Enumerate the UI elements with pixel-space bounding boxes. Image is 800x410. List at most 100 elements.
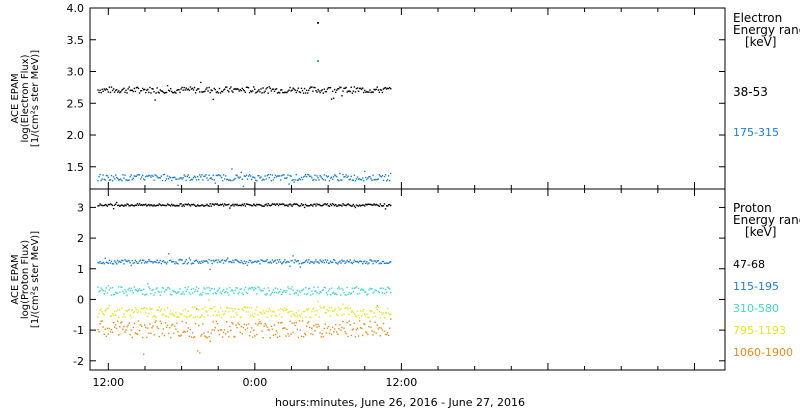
data-point <box>117 259 119 262</box>
data-point <box>118 179 120 181</box>
time-axis: 12:00 0:00 12:00 <box>92 376 417 389</box>
data-point <box>266 174 268 177</box>
data-point <box>126 260 128 263</box>
data-point <box>286 328 288 331</box>
data-point <box>140 262 143 264</box>
data-point <box>126 92 128 94</box>
data-point <box>363 323 365 325</box>
data-point <box>258 260 260 263</box>
data-point <box>277 175 280 177</box>
data-point <box>354 91 357 93</box>
data-point <box>314 261 316 263</box>
data-point <box>390 172 392 175</box>
data-point <box>232 323 234 325</box>
data-point <box>150 332 152 334</box>
data-point <box>169 177 172 179</box>
data-point <box>234 203 236 206</box>
data-point <box>246 292 249 295</box>
data-point <box>172 261 174 263</box>
data-point <box>111 331 114 334</box>
data-point <box>130 264 132 267</box>
data-point <box>286 261 288 263</box>
data-point <box>310 333 312 335</box>
data-point <box>265 324 267 326</box>
data-point <box>387 204 390 206</box>
data-point <box>373 203 375 205</box>
data-point <box>354 315 357 317</box>
data-point <box>382 287 385 290</box>
data-point <box>329 315 332 317</box>
data-point <box>331 326 334 328</box>
data-point <box>327 175 330 177</box>
data-point <box>149 205 151 207</box>
data-point <box>371 179 373 181</box>
data-point <box>321 204 323 207</box>
data-point <box>341 179 343 181</box>
data-point <box>190 288 193 290</box>
data-point <box>204 335 206 337</box>
data-point <box>119 309 121 311</box>
data-point <box>138 174 141 176</box>
data-point <box>298 91 301 93</box>
data-point <box>228 261 230 263</box>
data-point <box>278 92 281 94</box>
data-point <box>147 204 149 206</box>
data-point <box>202 261 204 264</box>
data-point <box>359 327 362 329</box>
data-point <box>365 331 367 333</box>
data-point <box>203 205 205 207</box>
data-point <box>326 259 329 261</box>
data-point <box>129 89 131 92</box>
data-point <box>231 90 233 92</box>
data-point <box>309 87 311 90</box>
data-point <box>142 178 145 180</box>
data-point <box>344 331 346 333</box>
data-point <box>247 175 250 177</box>
data-point <box>353 322 356 324</box>
data-point <box>292 331 294 334</box>
data-point <box>305 89 308 92</box>
data-point <box>174 263 176 265</box>
data-point <box>108 203 111 206</box>
data-point <box>281 262 283 265</box>
data-point <box>136 333 139 335</box>
data-point <box>362 262 364 265</box>
data-point <box>309 326 311 329</box>
data-point <box>259 91 261 93</box>
data-point <box>184 331 186 333</box>
data-point <box>379 335 382 337</box>
data-point <box>116 327 118 330</box>
data-point <box>210 205 212 207</box>
data-point <box>194 322 197 325</box>
data-point <box>231 307 233 310</box>
data-point <box>273 324 276 326</box>
data-point <box>309 287 311 290</box>
data-point <box>131 89 133 92</box>
data-point <box>287 311 289 314</box>
data-point <box>145 203 147 205</box>
data-point <box>254 313 256 315</box>
data-point <box>235 88 237 91</box>
y-tick-label: 2.5 <box>67 97 85 110</box>
data-point <box>177 184 179 187</box>
data-point <box>195 179 198 181</box>
data-point <box>140 289 143 291</box>
data-point <box>163 204 166 207</box>
data-point <box>167 253 170 255</box>
data-point <box>375 289 377 292</box>
data-point <box>202 91 204 93</box>
data-point <box>277 309 280 311</box>
data-point <box>273 203 276 205</box>
data-point <box>380 89 383 91</box>
data-point <box>269 294 272 296</box>
data-point <box>148 332 150 334</box>
data-point <box>192 176 195 179</box>
data-point <box>101 320 103 322</box>
data-point <box>146 293 148 295</box>
data-point <box>204 90 206 92</box>
data-point <box>141 174 144 177</box>
data-point <box>221 336 224 338</box>
data-point <box>150 176 152 178</box>
data-point <box>351 262 354 265</box>
